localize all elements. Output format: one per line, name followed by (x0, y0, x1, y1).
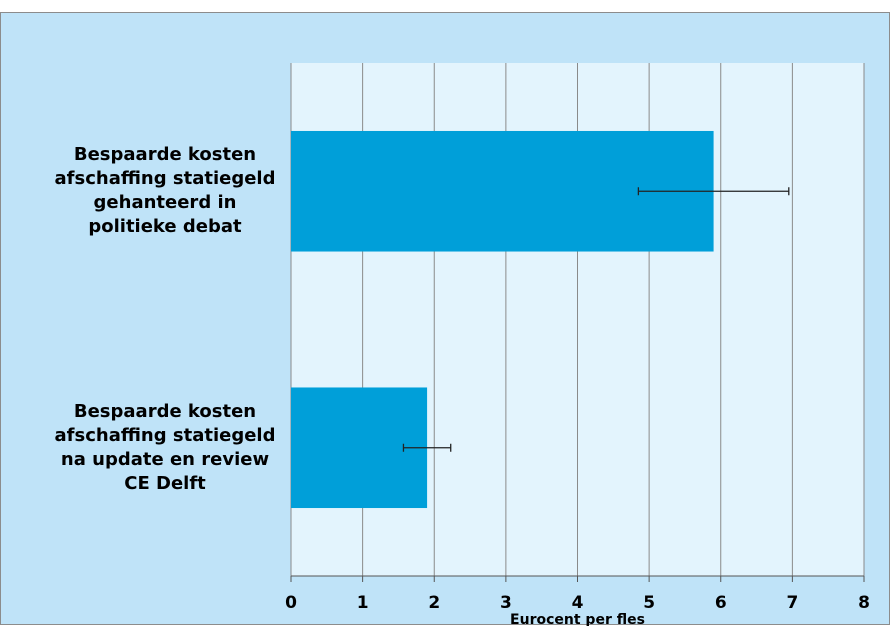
x-tick-label: 4 (572, 593, 584, 613)
y-tick-label: Bespaarde kosten afschaffing statiegeld … (54, 400, 276, 494)
x-tick-label: 8 (858, 593, 870, 613)
x-tick-label: 5 (643, 593, 655, 613)
x-tick-label: 6 (715, 593, 727, 613)
x-tick-label: 2 (428, 593, 440, 613)
x-tick-label: 0 (285, 593, 297, 613)
x-axis-title: Eurocent per fles (510, 612, 645, 626)
x-tick-label: 3 (500, 593, 512, 613)
x-tick-label: 7 (786, 593, 798, 613)
x-tick-label: 1 (357, 593, 369, 613)
y-tick-label: Bespaarde kosten afschaffing statiegeld … (54, 144, 276, 238)
